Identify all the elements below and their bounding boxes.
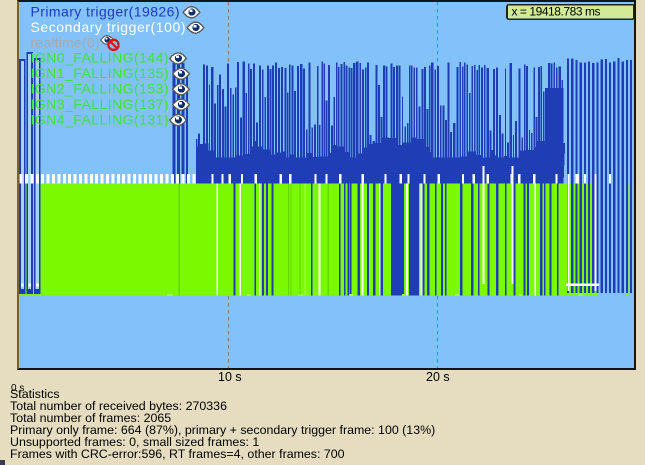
svg-text:IGN3_FALLING(137): IGN3_FALLING(137)	[31, 96, 169, 112]
svg-text:Secondary trigger(100): Secondary trigger(100)	[31, 19, 186, 35]
svg-text:IGN2_FALLING(153): IGN2_FALLING(153)	[31, 81, 169, 97]
svg-text:IGN0_FALLING(144): IGN0_FALLING(144)	[31, 50, 169, 66]
svg-text:IGN4_FALLING(131): IGN4_FALLING(131)	[31, 111, 169, 127]
svg-text:IGN1_FALLING(135): IGN1_FALLING(135)	[31, 65, 169, 81]
svg-text:x = 19418.783 ms: x = 19418.783 ms	[512, 5, 601, 19]
svg-text:Primary trigger(19826): Primary trigger(19826)	[31, 4, 180, 20]
svg-text:realtime(0): realtime(0)	[31, 34, 100, 50]
